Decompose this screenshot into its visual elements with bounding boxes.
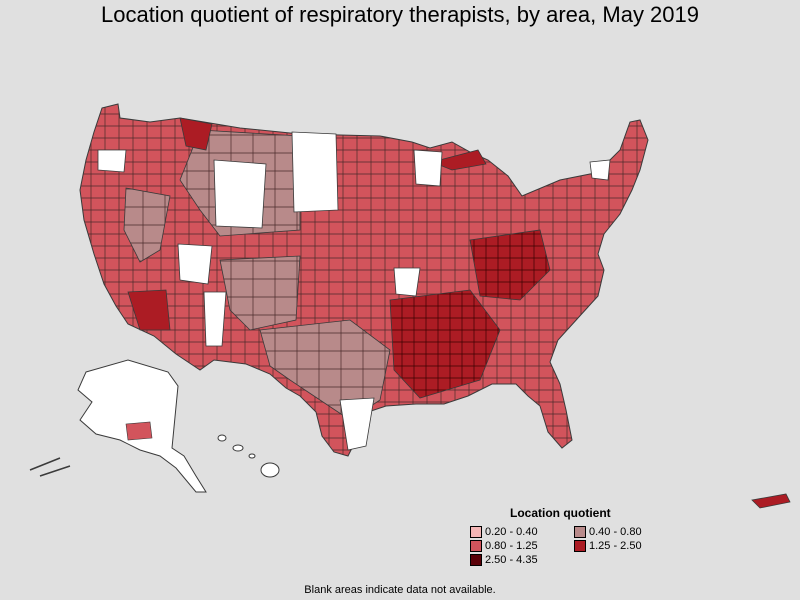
legend-label: 0.80 - 1.25 bbox=[485, 539, 538, 552]
no-data-dakotas bbox=[291, 131, 339, 213]
footnote: Blank areas indicate data not available. bbox=[304, 584, 496, 596]
region-idaho bbox=[179, 117, 213, 151]
legend-title: Location quotient bbox=[510, 506, 611, 520]
legend-item: 0.40 - 0.80 bbox=[574, 525, 684, 538]
legend-swatch bbox=[470, 525, 482, 538]
alaska-region bbox=[125, 421, 153, 441]
no-data-great-lakes bbox=[413, 149, 443, 187]
legend-item: 1.25 - 2.50 bbox=[574, 539, 684, 552]
no-data-wyoming bbox=[213, 159, 267, 229]
region-southwest bbox=[219, 255, 301, 331]
legend-item: 2.50 - 4.35 bbox=[470, 553, 574, 566]
region-appalachia bbox=[469, 229, 551, 301]
legend-swatch bbox=[470, 539, 482, 552]
region-michigan bbox=[430, 149, 487, 171]
map-title: Location quotient of respiratory therapi… bbox=[100, 2, 699, 27]
no-data-northeast bbox=[589, 159, 611, 181]
legend: Location quotient 0.20 - 0.40 0.40 - 0.8… bbox=[470, 506, 700, 566]
puerto-rico-shape bbox=[751, 493, 791, 509]
no-data-new-mexico bbox=[203, 291, 227, 347]
legend-item: 0.20 - 0.40 bbox=[470, 525, 574, 538]
legend-swatch bbox=[470, 553, 482, 566]
aleutian-islands bbox=[29, 457, 71, 477]
region-nevada bbox=[123, 187, 171, 263]
legend-label: 0.40 - 0.80 bbox=[589, 525, 642, 538]
hawaii-islands bbox=[217, 434, 280, 478]
legend-item: 0.80 - 1.25 bbox=[470, 539, 574, 552]
legend-label: 1.25 - 2.50 bbox=[589, 539, 642, 552]
no-data-missouri bbox=[393, 267, 421, 297]
legend-label: 0.20 - 0.40 bbox=[485, 525, 538, 538]
no-data-pacific-nw bbox=[97, 149, 127, 173]
no-data-utah bbox=[177, 243, 213, 285]
no-data-texas-south bbox=[339, 397, 375, 451]
region-southeast bbox=[389, 289, 501, 399]
legend-swatch bbox=[574, 539, 586, 552]
legend-swatch bbox=[574, 525, 586, 538]
legend-label: 2.50 - 4.35 bbox=[485, 553, 538, 566]
region-arizona bbox=[127, 289, 171, 331]
